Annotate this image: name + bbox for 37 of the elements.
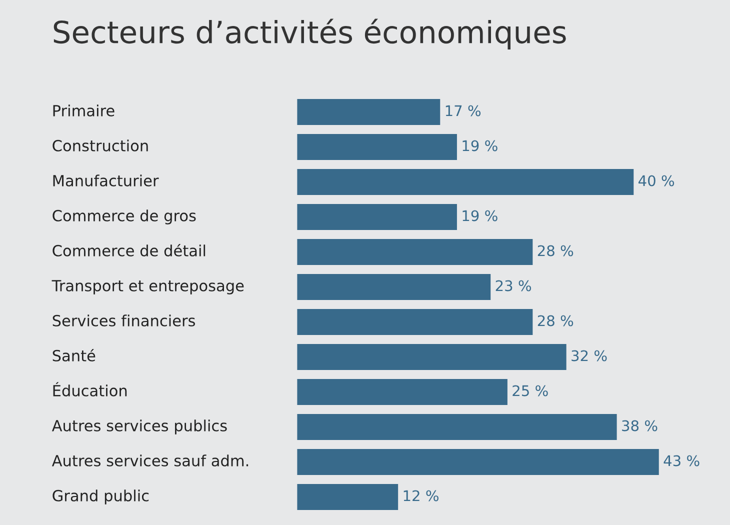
y-tick-label: Commerce de détail [52,244,206,256]
data-label: 19 % [462,140,498,152]
data-label: 28 % [538,315,574,326]
data-label: 12 % [404,490,438,502]
y-tick-label: Santé [52,348,96,362]
bar [297,99,440,125]
bar [297,204,457,230]
data-label: 28 % [538,245,574,256]
y-tick-label: Éducation [53,382,127,396]
bar [297,484,398,510]
bar [297,134,457,160]
y-tick-label: Transport et entreposage [52,280,244,294]
bar [297,309,533,335]
data-label: 43 % [664,455,700,466]
data-label: 32 % [572,350,607,362]
data-label: 38 % [622,420,658,432]
y-tick-label: Services financiers [52,314,195,326]
y-tick-label: Autres services sauf adm. [52,454,248,466]
data-label: 17 % [446,105,481,116]
y-tick-label: Commerce de gros [52,210,196,224]
y-tick-label: Autres services publics [52,420,227,434]
data-label: 23 % [496,280,532,292]
bar [297,449,659,475]
chart-title: Secteurs d’activités économiques [54,18,566,50]
bar [297,169,634,195]
bar [297,379,508,405]
data-label: 40 % [638,175,674,186]
data-label: 25 % [512,385,548,396]
bar [297,274,491,300]
y-tick-label: Primaire [53,104,114,116]
bar [297,414,617,440]
bar [297,344,566,370]
y-tick-label: Construction [52,140,148,152]
bar [297,239,533,265]
y-tick-label: Grand public [52,490,149,504]
data-label: 19 % [462,210,498,222]
y-tick-label: Manufacturier [53,174,159,186]
